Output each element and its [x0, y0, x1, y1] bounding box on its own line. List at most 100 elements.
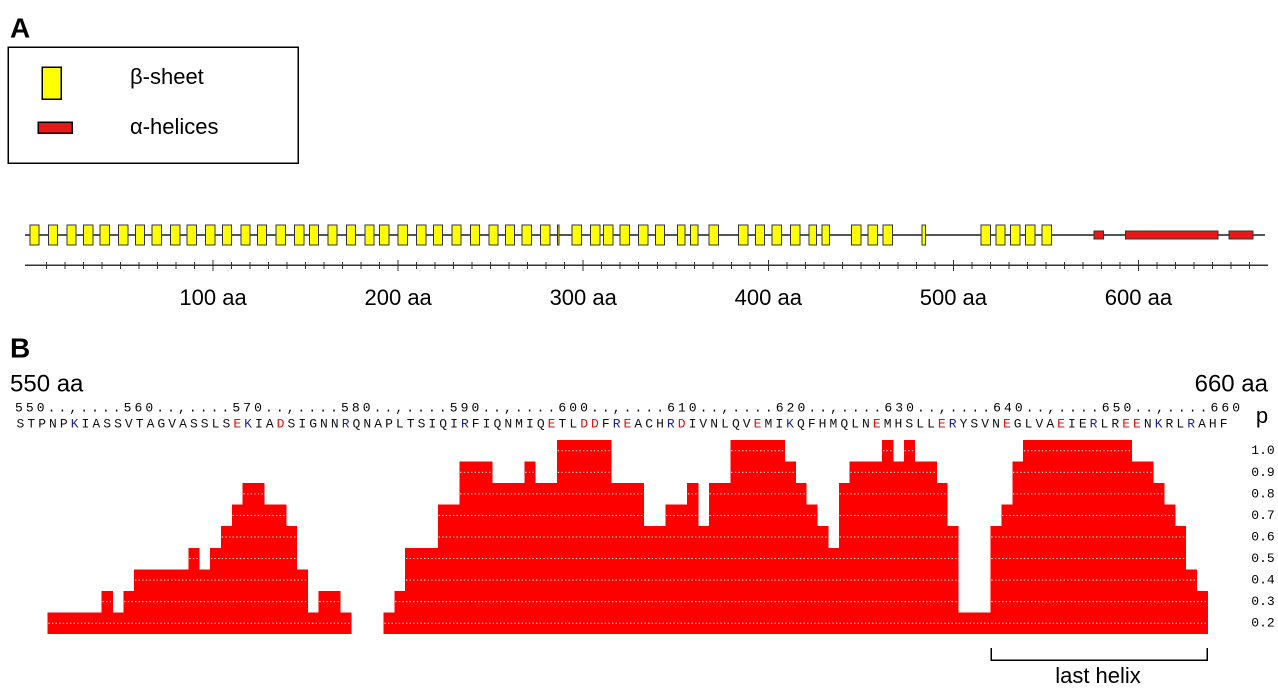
probability-bar: [654, 526, 666, 634]
beta-sheet: [170, 224, 181, 246]
probability-bar: [210, 547, 222, 634]
beta-sheet: [379, 224, 390, 246]
legend-label: α-helices: [130, 114, 219, 139]
residue: L: [916, 416, 924, 431]
probability-bar: [340, 612, 352, 634]
probability-bar: [752, 440, 764, 634]
beta-sheet: [469, 224, 481, 246]
residue: E: [624, 416, 632, 431]
probability-bar: [1055, 440, 1067, 634]
residue: T: [136, 416, 144, 431]
probability-bar: [264, 504, 276, 634]
residue: T: [559, 416, 567, 431]
residue: I: [1068, 416, 1076, 431]
beta-sheet: [654, 224, 666, 246]
probability-bar: [665, 504, 677, 634]
residue: Q: [797, 416, 805, 431]
residue: E: [1057, 416, 1065, 431]
residue: E: [233, 416, 241, 431]
residue: V: [168, 416, 176, 431]
probability-bar: [1001, 504, 1013, 634]
probability-bar: [676, 504, 688, 634]
residue: S: [190, 416, 198, 431]
beta-sheet: [451, 224, 462, 246]
legend-swatch: [41, 66, 62, 100]
beta-sheet: [738, 224, 749, 246]
probability-bar: [69, 612, 81, 634]
residue: R: [461, 416, 469, 431]
residue: N: [363, 416, 371, 431]
residue: E: [938, 416, 946, 431]
probability-bar: [1012, 461, 1024, 634]
probability-bar: [1142, 461, 1154, 634]
residue: A: [1198, 416, 1206, 431]
residue: K: [1155, 416, 1163, 431]
probability-bar: [253, 483, 265, 634]
probability-bar: [860, 461, 872, 634]
beta-sheet: [677, 224, 686, 246]
residue: S: [103, 416, 111, 431]
residue: N: [710, 416, 718, 431]
probability-bar: [123, 590, 135, 634]
probability-bar: [838, 483, 851, 634]
probability-bar: [318, 590, 330, 634]
beta-sheet: [397, 224, 408, 246]
probability-bar: [491, 483, 504, 634]
beta-sheet: [521, 224, 532, 246]
beta-sheet: [488, 224, 499, 246]
residue: D: [591, 416, 599, 431]
probability-bar: [893, 461, 905, 634]
probability-bar: [145, 569, 157, 634]
residue: T: [27, 416, 35, 431]
residue: E: [754, 416, 762, 431]
residue: A: [92, 416, 100, 431]
residue: Q: [493, 416, 501, 431]
probability-bar: [546, 483, 558, 634]
beta-sheet: [556, 224, 560, 246]
probability-bar: [643, 526, 655, 634]
residue: Q: [840, 416, 848, 431]
probability-bar: [112, 612, 124, 634]
residue: S: [418, 416, 426, 431]
y-tick-label: 0.2: [1251, 616, 1274, 631]
residue: H: [819, 416, 827, 431]
residue: E: [1122, 416, 1130, 431]
probability-bar: [416, 547, 428, 634]
beta-sheet: [638, 224, 649, 246]
beta-sheet: [256, 224, 268, 246]
residue: L: [569, 416, 577, 431]
beta-sheet: [619, 224, 630, 246]
beta-sheet: [867, 224, 878, 246]
residue: I: [526, 416, 534, 431]
beta-sheet: [603, 224, 614, 246]
residue: C: [645, 416, 653, 431]
probability-bar: [687, 483, 699, 634]
probability-bar: [697, 526, 710, 634]
probability-bar: [828, 547, 840, 634]
probability-bar: [101, 590, 113, 634]
probability-bar: [426, 547, 439, 634]
probability-bar: [242, 483, 254, 634]
residue: I: [428, 416, 436, 431]
beta-sheet: [118, 224, 129, 246]
beta-sheet: [1025, 224, 1036, 246]
beta-sheet: [29, 224, 40, 246]
probability-bar: [1033, 440, 1046, 634]
beta-sheet: [995, 224, 1006, 246]
residue: M: [884, 416, 892, 431]
beta-sheet: [590, 224, 601, 246]
beta-sheet: [921, 224, 927, 246]
residue: R: [1090, 416, 1098, 431]
residue: K: [244, 416, 252, 431]
beta-sheet: [821, 224, 830, 246]
beta-sheet: [771, 224, 782, 246]
probability-bar: [589, 440, 601, 634]
x-tick-label: 500 aa: [920, 285, 988, 310]
probability-bar: [719, 483, 731, 634]
beta-sheet: [345, 224, 357, 246]
residue: K: [71, 416, 79, 431]
residue: Q: [537, 416, 545, 431]
probability-bar: [448, 504, 460, 634]
residue: H: [1209, 416, 1217, 431]
annotation: last helix: [1055, 663, 1141, 688]
